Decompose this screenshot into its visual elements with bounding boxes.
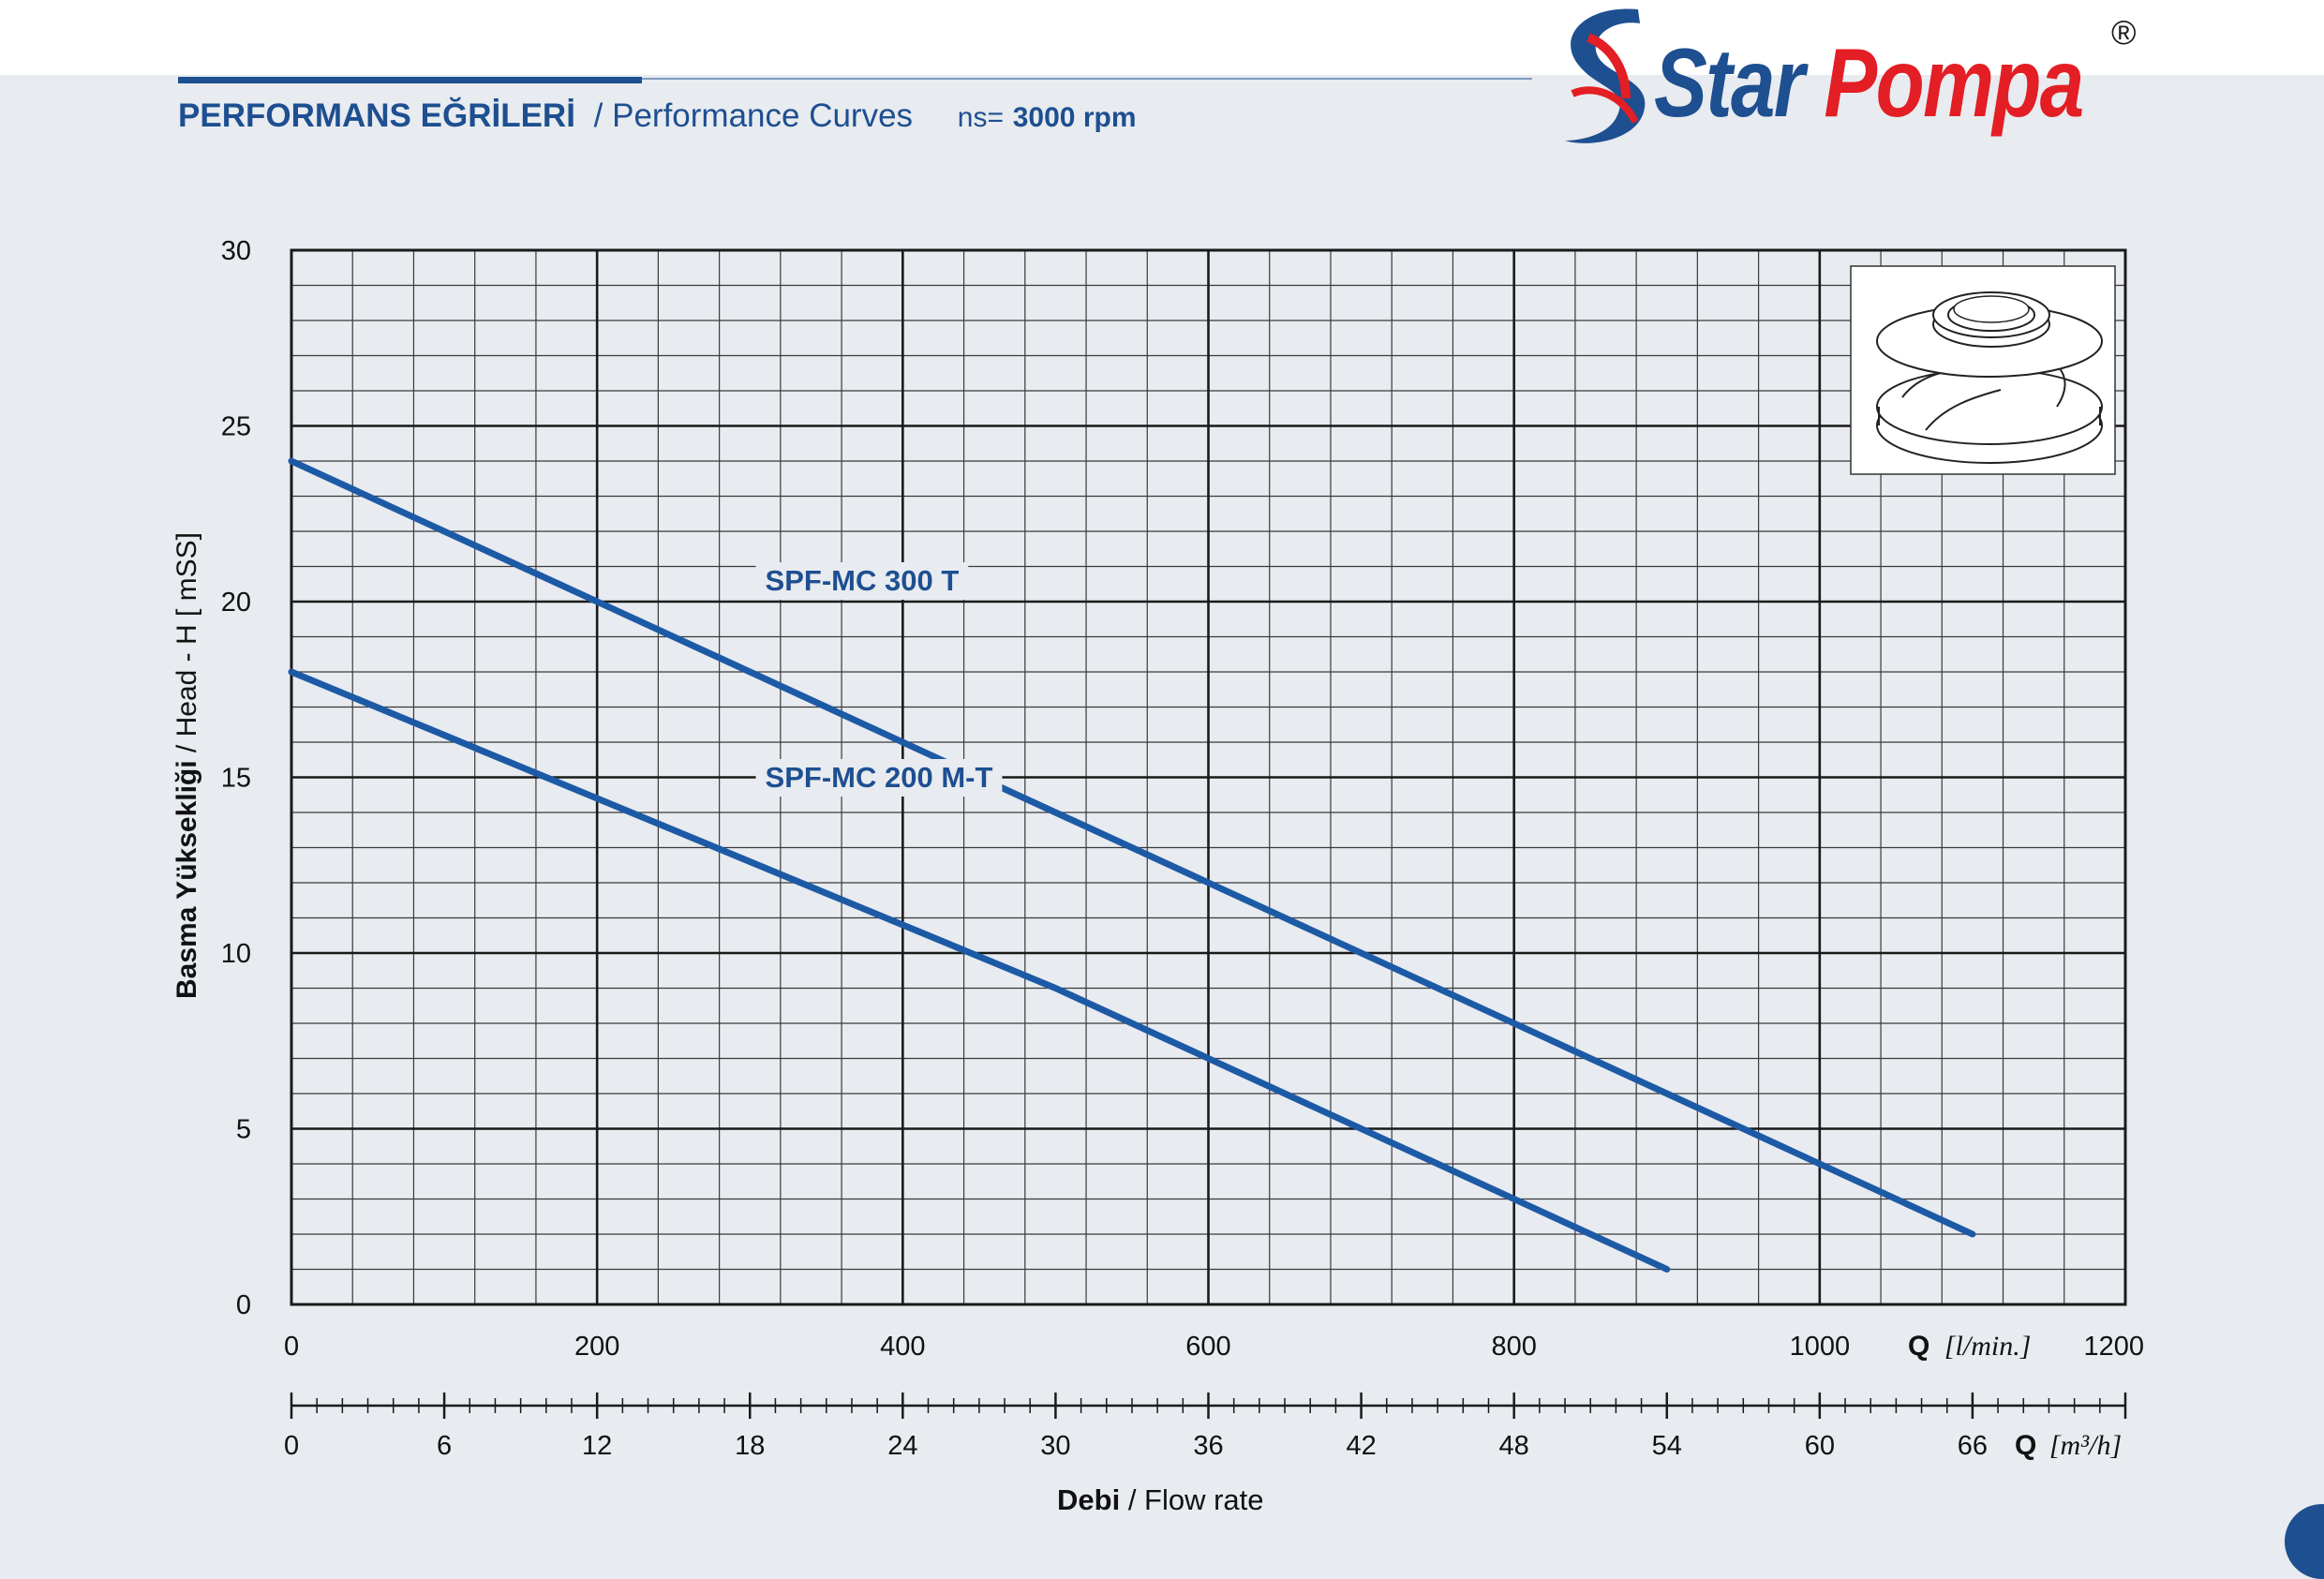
x-tick-label-lmin: 200 xyxy=(574,1332,619,1362)
y-tick-label: 25 xyxy=(221,412,251,442)
title-english: / Performance Curves xyxy=(593,97,914,134)
x-tick-label-m3h: 18 xyxy=(735,1431,765,1461)
brand-name-star: Star xyxy=(1654,29,1805,138)
x-tick-label-m3h: 30 xyxy=(1040,1431,1070,1461)
x-unit-lmin-text: [l/min.] xyxy=(1944,1331,2032,1362)
brand-logo-mark xyxy=(1565,8,1646,143)
x-axis-label-rest: / Flow rate xyxy=(1127,1483,1264,1516)
x-tick-label-m3h: 12 xyxy=(582,1431,612,1461)
header-background xyxy=(0,0,2324,75)
x-tick-labels-lmin: 0 200 400 600 800 1000 1200 xyxy=(284,1332,2144,1362)
x-tick-label-m3h: 42 xyxy=(1346,1431,1376,1461)
x-tick-label-m3h: 24 xyxy=(887,1431,917,1461)
series-line xyxy=(288,668,1671,1273)
x-tick-label-m3h: 0 xyxy=(284,1431,299,1461)
y-tick-label: 5 xyxy=(236,1115,251,1145)
x-axis-label-bold: Debi xyxy=(1057,1483,1121,1516)
y-tick-label: 30 xyxy=(221,236,251,266)
y-axis-label: Basma Yüksekliği / Head - H [ mSS] xyxy=(171,532,203,999)
x-tick-label-lmin: 1200 xyxy=(2083,1332,2144,1362)
y-tick-label: 20 xyxy=(221,588,251,618)
x-tick-labels-m3h: 0 6 12 18 24 30 36 42 48 54 60 66 xyxy=(284,1431,1988,1461)
x-tick-label-lmin: 400 xyxy=(880,1332,925,1362)
x-tick-label-m3h: 36 xyxy=(1193,1431,1223,1461)
y-axis-label-rest: / Head - H [ mSS] xyxy=(171,531,202,753)
x-tick-label-m3h: 54 xyxy=(1652,1431,1682,1461)
y-tick-labels: 0 5 10 15 20 25 30 xyxy=(221,236,251,1320)
series-layer: SPF-MC 300 T SPF-MC 200 M-T xyxy=(288,457,1976,1273)
title-turkish: PERFORMANS EĞRİLERİ xyxy=(178,97,575,134)
speed-value: 3000 rpm xyxy=(1012,102,1137,133)
x-tick-label-m3h: 6 xyxy=(437,1431,452,1461)
y-tick-label: 10 xyxy=(221,939,251,969)
x-unit-lmin-q: Q xyxy=(1908,1331,1929,1362)
x-tick-label-lmin: 800 xyxy=(1491,1332,1536,1362)
x-axis-label: Debi / Flow rate xyxy=(1057,1483,1264,1517)
x-unit-lmin: Q [l/min.] xyxy=(1908,1331,2031,1362)
m3h-axis xyxy=(290,1393,2127,1419)
impeller-illustration xyxy=(1850,265,2116,475)
brand-logo-text: Star Pompa xyxy=(1654,28,2084,140)
plot-frame xyxy=(290,248,2127,1306)
series-line xyxy=(288,457,1976,1238)
registered-mark: ® xyxy=(2111,13,2137,52)
y-tick-label: 15 xyxy=(221,764,251,794)
series-label-background xyxy=(755,562,969,600)
page-title: PERFORMANS EĞRİLERİ / Performance Curves… xyxy=(178,97,1137,135)
x-tick-label-m3h: 60 xyxy=(1805,1431,1835,1461)
speed-label: ns= xyxy=(957,102,1005,133)
series-label: SPF-MC 300 T xyxy=(766,564,960,597)
series-label-background xyxy=(755,759,1003,797)
x-unit-m3h: Q [m³/h] xyxy=(2015,1430,2122,1461)
x-unit-m3h-text: [m³/h] xyxy=(2049,1430,2122,1461)
series-label: SPF-MC 200 M-T xyxy=(766,761,993,794)
brand-name-pompa: Pompa xyxy=(1824,29,2084,138)
x-tick-label-m3h: 66 xyxy=(1958,1431,1988,1461)
x-tick-label-m3h: 48 xyxy=(1499,1431,1529,1461)
header-accent-bar xyxy=(178,77,642,83)
x-unit-m3h-q: Q xyxy=(2015,1430,2036,1461)
x-tick-label-lmin: 1000 xyxy=(1790,1332,1851,1362)
x-tick-label-lmin: 0 xyxy=(284,1332,299,1362)
x-tick-label-lmin: 600 xyxy=(1185,1332,1230,1362)
y-axis-label-bold: Basma Yüksekliği xyxy=(171,760,202,1000)
y-tick-label: 0 xyxy=(236,1290,251,1320)
header-rule xyxy=(642,78,1532,80)
